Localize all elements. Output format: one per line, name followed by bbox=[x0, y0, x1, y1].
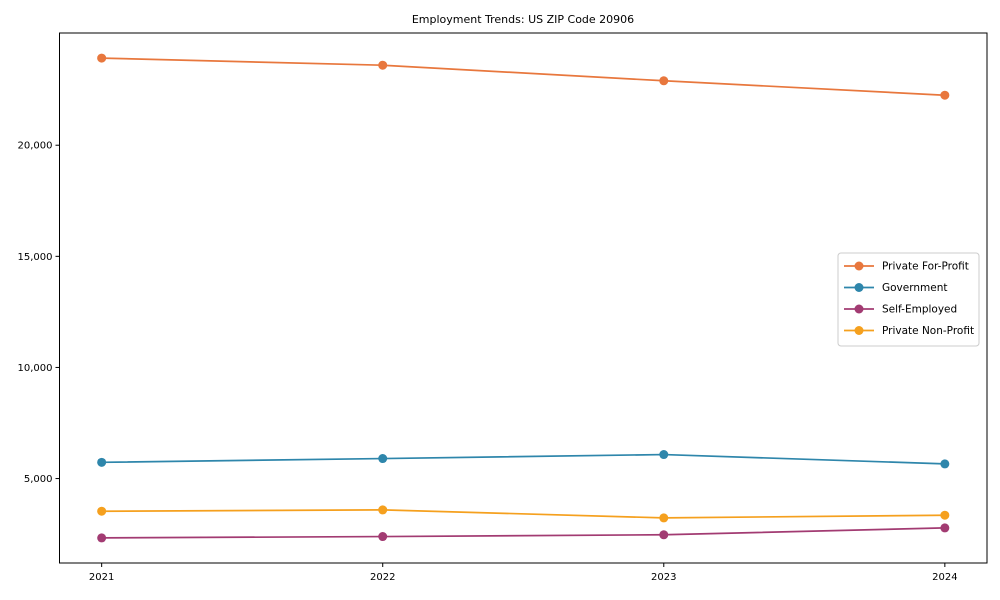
data-point-marker bbox=[940, 523, 950, 533]
x-tick-label: 2021 bbox=[89, 572, 114, 583]
legend-item: Government bbox=[844, 282, 947, 294]
data-point-marker bbox=[378, 505, 388, 515]
legend-label: Self-Employed bbox=[882, 304, 957, 316]
series-line-3 bbox=[101, 509, 945, 519]
data-point-marker bbox=[97, 533, 107, 543]
data-point-marker bbox=[97, 506, 107, 516]
legend-label: Private For-Profit bbox=[882, 261, 969, 273]
legend: Private For-Profit Government Self-Employe… bbox=[837, 252, 980, 347]
y-tick-label: 20,000 bbox=[18, 141, 53, 152]
series-line-1 bbox=[101, 453, 945, 465]
legend-label: Private Non-Profit bbox=[882, 325, 974, 337]
legend-marker-icon bbox=[854, 304, 864, 314]
x-tick-label: 2024 bbox=[932, 572, 957, 583]
legend-marker-icon bbox=[854, 261, 864, 271]
data-point-marker bbox=[940, 459, 950, 469]
data-point-marker bbox=[378, 60, 388, 70]
legend-marker-icon bbox=[854, 283, 864, 292]
x-tick-label: 2023 bbox=[651, 572, 676, 583]
chart-title: Employment Trends: US ZIP Code 20906 bbox=[412, 13, 634, 26]
axes-spines bbox=[59, 32, 988, 564]
data-point-marker bbox=[940, 90, 950, 100]
data-point-marker bbox=[659, 76, 669, 86]
series-line-2 bbox=[101, 527, 945, 539]
y-tick-label: 10,000 bbox=[18, 363, 53, 374]
data-point-marker bbox=[659, 450, 669, 460]
data-point-marker bbox=[97, 457, 107, 467]
data-point-marker bbox=[659, 513, 669, 523]
legend-item: Private For-Profit bbox=[844, 261, 969, 273]
legend-label: Government bbox=[882, 282, 947, 294]
y-tick-label: 15,000 bbox=[18, 252, 53, 263]
data-point-marker bbox=[378, 532, 388, 542]
y-tick-label: 5,000 bbox=[24, 474, 53, 485]
legend-item: Self-Employed bbox=[844, 304, 957, 316]
legend-box bbox=[837, 252, 980, 347]
data-point-marker bbox=[940, 510, 950, 520]
data-point-marker bbox=[659, 530, 669, 540]
series-line-0 bbox=[101, 57, 945, 97]
x-tick-label: 2022 bbox=[370, 572, 395, 583]
data-point-marker bbox=[97, 53, 107, 63]
data-point-marker bbox=[378, 454, 388, 464]
legend-marker-icon bbox=[854, 326, 864, 335]
plot-area: 5,000 10,000 15,000 20,000 2021 2022 2023 2024 P… bbox=[18, 32, 988, 583]
legend-item: Private Non-Profit bbox=[844, 325, 974, 337]
